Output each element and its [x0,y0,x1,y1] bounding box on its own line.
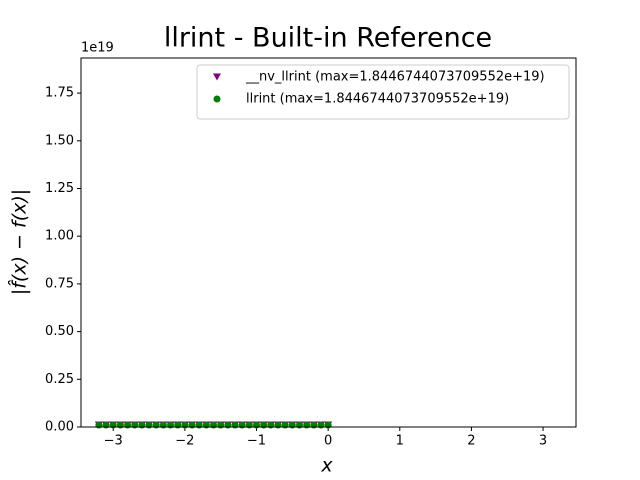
y-tick-label: 1.00 [45,229,74,244]
marker-triangle [213,73,221,81]
y-tick-label: 1.50 [45,133,74,148]
legend-label: llrint (max=1.8446744073709552e+19) [246,92,509,107]
x-tick-label: −1 [247,434,266,449]
legend-label: __nv_llrint (max=1.8446744073709552e+19) [245,70,545,85]
y-tick-label: 0.50 [45,324,74,339]
x-tick-label: 0 [324,434,332,449]
x-tick-label: −3 [104,434,123,449]
y-axis-label: |f̂(x) − f(x)| [8,189,30,295]
x-tick-label: 1 [396,434,404,449]
y-offset-label: 1e19 [81,41,114,56]
y-tick-label: 1.75 [45,86,74,101]
x-tick-label: 3 [539,434,547,449]
plot-frame [80,57,577,428]
y-tick-label: 1.25 [45,181,74,196]
x-axis-label: x [320,455,333,477]
chart-title: llrint - Built-in Reference [164,23,492,54]
y-tick-label: 0.75 [45,276,74,291]
legend-box [196,64,570,120]
x-tick-label: −2 [175,434,194,449]
marker-circle [213,95,221,103]
y-tick-label: 0.25 [45,372,74,387]
y-tick-label: 0.00 [45,420,74,435]
x-tick-label: 2 [467,434,475,449]
